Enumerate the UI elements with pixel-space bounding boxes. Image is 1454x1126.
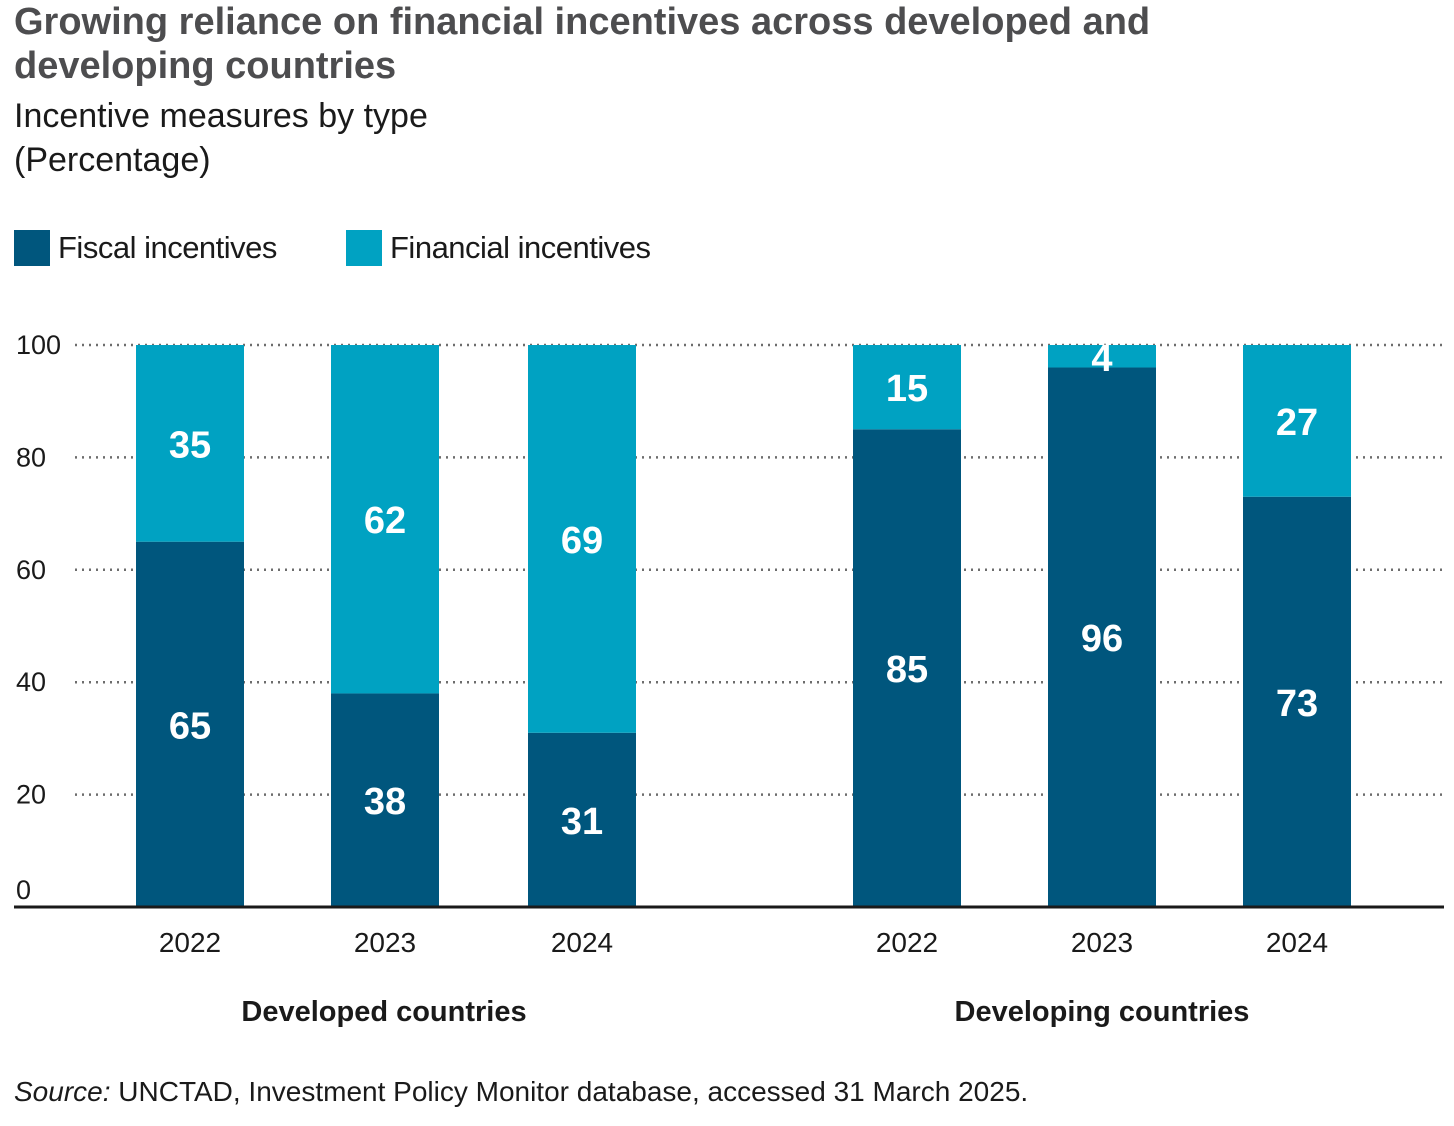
- source-prefix: Source:: [14, 1076, 111, 1107]
- bar-financial-developing-2023: [1048, 345, 1156, 368]
- data-label-fiscal-developing-2024: 73: [1276, 683, 1318, 725]
- data-label-financial-developed-2023: 62: [364, 500, 406, 542]
- bar-financial-developed-2022: [136, 345, 244, 542]
- data-label-fiscal-developed-2024: 31: [561, 801, 603, 843]
- data-label-financial-developed-2024: 69: [561, 520, 603, 562]
- data-label-financial-developing-2022: 15: [886, 368, 928, 410]
- x-tick-label-developed-2022: 2022: [159, 927, 221, 958]
- legend-item-financial: Financial incentives: [346, 230, 651, 266]
- data-label-financial-developed-2022: 35: [169, 424, 211, 466]
- data-label-fiscal-developing-2023: 96: [1081, 618, 1123, 660]
- legend-label-financial: Financial incentives: [390, 230, 651, 265]
- data-label-financial-developing-2023: 4: [1091, 338, 1112, 380]
- y-tick-label-100: 100: [16, 330, 61, 360]
- x-tick-label-developed-2024: 2024: [551, 927, 613, 958]
- bar-fiscal-developing-2023: [1048, 367, 1156, 908]
- data-label-financial-developing-2024: 27: [1276, 402, 1318, 444]
- chart-subtitle: Incentive measures by type: [14, 97, 428, 135]
- x-tick-label-developed-2023: 2023: [354, 927, 416, 958]
- x-tick-label-developing-2024: 2024: [1266, 927, 1328, 958]
- source-note: Source: UNCTAD, Investment Policy Monito…: [14, 1076, 1028, 1108]
- group-label-developing: Developing countries: [955, 996, 1250, 1028]
- y-tick-label-20: 20: [16, 780, 46, 810]
- bar-fiscal-developing-2022: [853, 429, 961, 907]
- y-tick-label-80: 80: [16, 442, 46, 472]
- bar-fiscal-developed-2023: [331, 693, 439, 907]
- x-tick-label-developing-2023: 2023: [1071, 927, 1133, 958]
- data-label-fiscal-developed-2023: 38: [364, 781, 406, 823]
- stacked-bar-chart: 0 20 40 60 80 100 65 35 2022 38 62 2023 31 69 2024 Deve…: [14, 330, 1444, 1028]
- bar-financial-developing-2022: [853, 345, 961, 430]
- legend-label-fiscal: Fiscal incentives: [58, 230, 277, 265]
- y-tick-label-40: 40: [16, 667, 46, 697]
- bar-financial-developed-2023: [331, 345, 439, 694]
- y-tick-label-60: 60: [16, 555, 46, 585]
- bar-financial-developed-2024: [528, 345, 636, 733]
- unit-label: (Percentage): [14, 141, 211, 179]
- chart-title: Growing reliance on financial incentives…: [14, 1, 1151, 87]
- legend-item-fiscal: Fiscal incentives: [14, 230, 277, 266]
- bar-fiscal-developing-2024: [1243, 496, 1351, 907]
- bar-financial-developing-2024: [1243, 345, 1351, 497]
- legend-swatch-fiscal: [14, 230, 50, 266]
- y-tick-label-0: 0: [16, 875, 31, 905]
- x-tick-label-developing-2022: 2022: [876, 927, 938, 958]
- data-label-fiscal-developed-2022: 65: [169, 705, 211, 747]
- group-label-developed: Developed countries: [241, 996, 526, 1028]
- bar-fiscal-developed-2022: [136, 541, 244, 907]
- source-text: UNCTAD, Investment Policy Monitor databa…: [110, 1076, 1029, 1107]
- legend-swatch-financial: [346, 230, 382, 266]
- data-label-fiscal-developing-2022: 85: [886, 649, 928, 691]
- bar-fiscal-developed-2024: [528, 732, 636, 907]
